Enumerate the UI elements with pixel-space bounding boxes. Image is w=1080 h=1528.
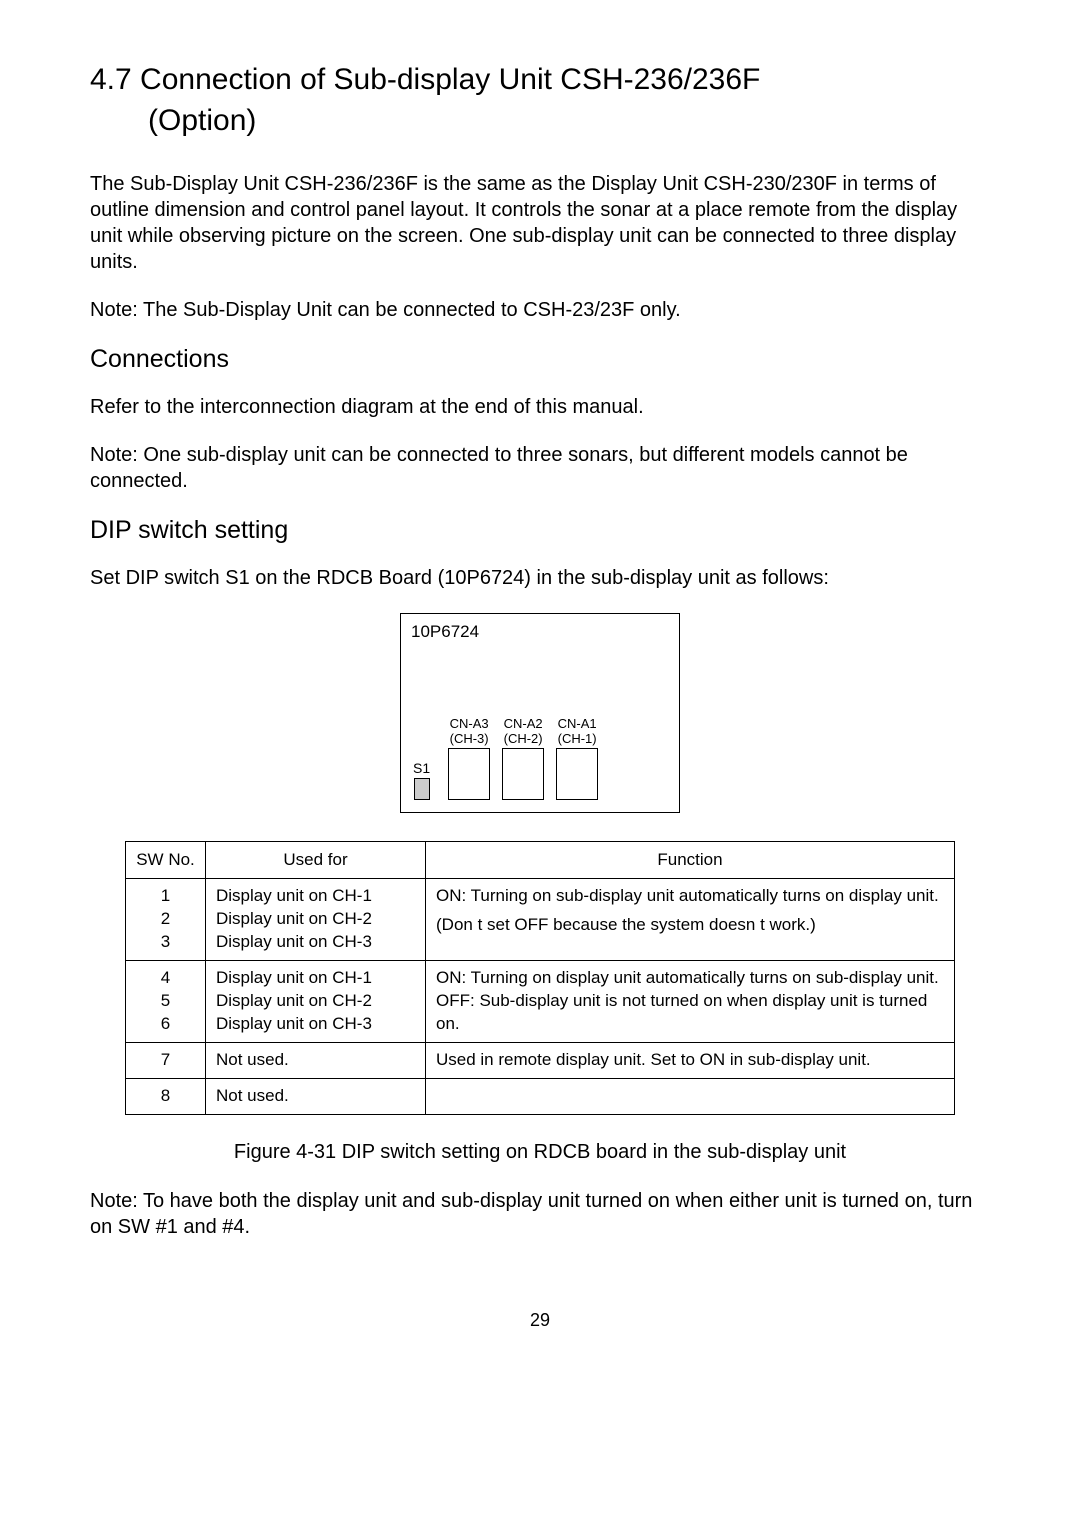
dip-diagram: 10P6724 S1 CN-A3 (CH-3) CN-A2 (CH-2) CN- — [90, 613, 990, 813]
connectors: CN-A3 (CH-3) CN-A2 (CH-2) CN-A1 (CH-1) — [448, 717, 598, 800]
table-row: 7 Not used. Used in remote display unit.… — [126, 1042, 955, 1078]
conn-box-icon — [502, 748, 544, 800]
cell-swno: 8 — [126, 1078, 206, 1114]
title-line-2: (Option) — [90, 101, 990, 142]
conn-label-bot: (CH-1) — [558, 732, 597, 746]
connector: CN-A1 (CH-1) — [556, 717, 598, 800]
th-func: Function — [426, 842, 955, 879]
cell-swno: 123 — [126, 879, 206, 961]
s1-label: S1 — [413, 760, 430, 776]
conn-box-icon — [556, 748, 598, 800]
table-row: 456 Display unit on CH-1Display unit on … — [126, 960, 955, 1042]
title-line-1: 4.7 Connection of Sub-display Unit CSH-2… — [90, 63, 760, 96]
cell-swno: 7 — [126, 1042, 206, 1078]
paragraph: Set DIP switch S1 on the RDCB Board (10P… — [90, 565, 990, 591]
paragraph: The Sub-Display Unit CSH-236/236F is the… — [90, 171, 990, 275]
board-label: 10P6724 — [411, 622, 669, 642]
cell-func: Used in remote display unit. Set to ON i… — [426, 1042, 955, 1078]
cell-func: ON: Turning on display unit automaticall… — [426, 960, 955, 1042]
conn-label-top: CN-A3 — [450, 717, 489, 731]
subheading-connections: Connections — [90, 345, 990, 374]
cell-func: ON: Turning on sub-display unit automati… — [426, 879, 955, 961]
th-swno: SW No. — [126, 842, 206, 879]
func-text: ON: Turning on sub-display unit automati… — [436, 886, 939, 905]
section-title: 4.7 Connection of Sub-display Unit CSH-2… — [90, 60, 990, 141]
connector-row: S1 CN-A3 (CH-3) CN-A2 (CH-2) CN-A1 (CH-1… — [413, 717, 667, 800]
table-row: 8 Not used. — [126, 1078, 955, 1114]
cell-swno: 456 — [126, 960, 206, 1042]
paragraph-note: Note: One sub-display unit can be connec… — [90, 442, 990, 494]
paragraph-note: Note: The Sub-Display Unit can be connec… — [90, 297, 990, 323]
table-header-row: SW No. Used for Function — [126, 842, 955, 879]
conn-label-top: CN-A1 — [558, 717, 597, 731]
connector: CN-A3 (CH-3) — [448, 717, 490, 800]
conn-label-top: CN-A2 — [504, 717, 543, 731]
paragraph: Refer to the interconnection diagram at … — [90, 394, 990, 420]
conn-label-bot: (CH-2) — [504, 732, 543, 746]
table-row: 123 Display unit on CH-1Display unit on … — [126, 879, 955, 961]
cell-used: Not used. — [206, 1078, 426, 1114]
dip-s1: S1 — [413, 760, 430, 800]
paragraph-note: Note: To have both the display unit and … — [90, 1188, 990, 1240]
connector: CN-A2 (CH-2) — [502, 717, 544, 800]
dip-table: SW No. Used for Function 123 Display uni… — [125, 841, 955, 1115]
s1-box-icon — [414, 778, 430, 800]
conn-box-icon — [448, 748, 490, 800]
conn-label-bot: (CH-3) — [450, 732, 489, 746]
th-used: Used for — [206, 842, 426, 879]
page-number: 29 — [90, 1310, 990, 1331]
dip-board-box: 10P6724 S1 CN-A3 (CH-3) CN-A2 (CH-2) CN- — [400, 613, 680, 813]
cell-func — [426, 1078, 955, 1114]
cell-used: Not used. — [206, 1042, 426, 1078]
func-paren: (Don t set OFF because the system doesn … — [436, 914, 816, 937]
figure-caption: Figure 4-31 DIP switch setting on RDCB b… — [90, 1141, 990, 1164]
subheading-dip: DIP switch setting — [90, 516, 990, 545]
cell-used: Display unit on CH-1Display unit on CH-2… — [206, 960, 426, 1042]
cell-used: Display unit on CH-1Display unit on CH-2… — [206, 879, 426, 961]
